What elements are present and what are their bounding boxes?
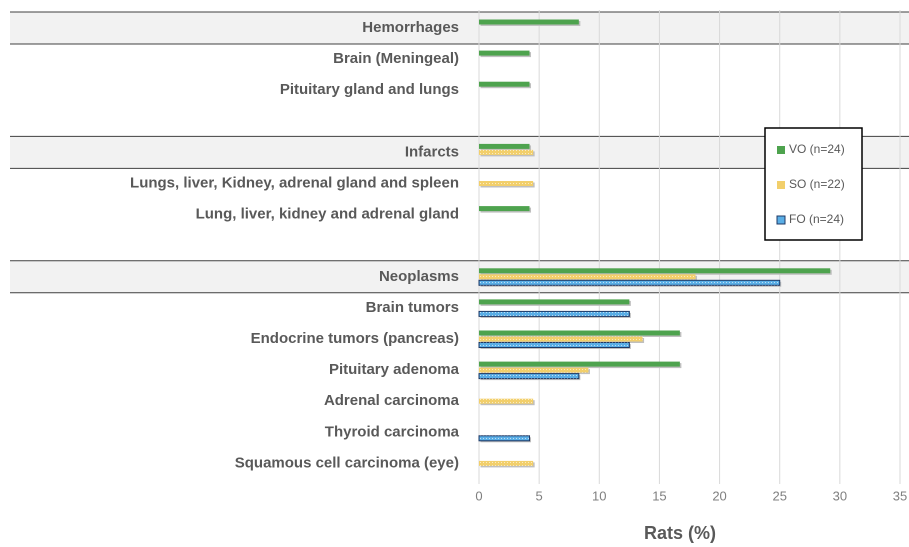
x-tick-label: 15 bbox=[652, 488, 666, 503]
x-axis-title: Rats (%) bbox=[644, 523, 716, 543]
x-tick-label: 0 bbox=[475, 488, 482, 503]
legend-swatch bbox=[776, 215, 786, 225]
x-tick-label: 10 bbox=[592, 488, 606, 503]
category-label: Infarcts bbox=[405, 143, 459, 160]
category-label: Neoplasms bbox=[379, 268, 459, 285]
bar bbox=[479, 143, 530, 149]
category-label: Hemorrhages bbox=[362, 19, 459, 36]
bar bbox=[479, 206, 530, 212]
category-label: Brain (Meningeal) bbox=[333, 50, 459, 67]
bar-pattern bbox=[479, 373, 579, 379]
bar-pattern bbox=[479, 274, 696, 280]
category-label: Endocrine tumors (pancreas) bbox=[251, 330, 459, 347]
bar bbox=[479, 50, 530, 56]
x-tick-label: 20 bbox=[712, 488, 726, 503]
bar bbox=[479, 361, 680, 367]
section-band bbox=[10, 12, 909, 44]
x-tick-label: 25 bbox=[772, 488, 786, 503]
bar-pattern bbox=[479, 342, 630, 348]
bar-pattern bbox=[479, 435, 530, 441]
bar-pattern bbox=[479, 336, 643, 342]
section-band bbox=[10, 260, 909, 293]
category-label: Thyroid carcinoma bbox=[325, 423, 460, 440]
x-tick-label: 30 bbox=[833, 488, 847, 503]
x-tick-label: 5 bbox=[536, 488, 543, 503]
bar-pattern bbox=[479, 367, 589, 373]
legend-label: VO (n=24) bbox=[789, 142, 845, 156]
category-label: Lungs, liver, Kidney, adrenal gland and … bbox=[130, 174, 459, 191]
category-label: Brain tumors bbox=[366, 299, 459, 316]
bar bbox=[479, 299, 630, 305]
bar bbox=[479, 81, 530, 87]
category-label: Lung, liver, kidney and adrenal gland bbox=[196, 206, 459, 223]
bar-pattern bbox=[479, 460, 534, 466]
bar-pattern bbox=[479, 181, 534, 186]
bar-pattern bbox=[479, 398, 534, 404]
bar bbox=[479, 268, 831, 274]
legend-label: SO (n=22) bbox=[789, 177, 845, 191]
legend-swatch bbox=[777, 181, 785, 189]
bar bbox=[479, 19, 579, 25]
category-label: Pituitary adenoma bbox=[329, 361, 460, 378]
legend-label: FO (n=24) bbox=[789, 212, 844, 226]
x-tick-label: 35 bbox=[893, 488, 907, 503]
section-band bbox=[10, 136, 909, 169]
bar-pattern bbox=[479, 149, 534, 155]
category-label: Adrenal carcinoma bbox=[324, 392, 460, 409]
bar bbox=[479, 330, 680, 336]
legend-swatch bbox=[777, 146, 785, 154]
category-label: Pituitary gland and lungs bbox=[280, 81, 459, 98]
category-label: Squamous cell carcinoma (eye) bbox=[235, 454, 459, 471]
bar-pattern bbox=[479, 280, 780, 286]
bar-pattern bbox=[479, 311, 630, 317]
